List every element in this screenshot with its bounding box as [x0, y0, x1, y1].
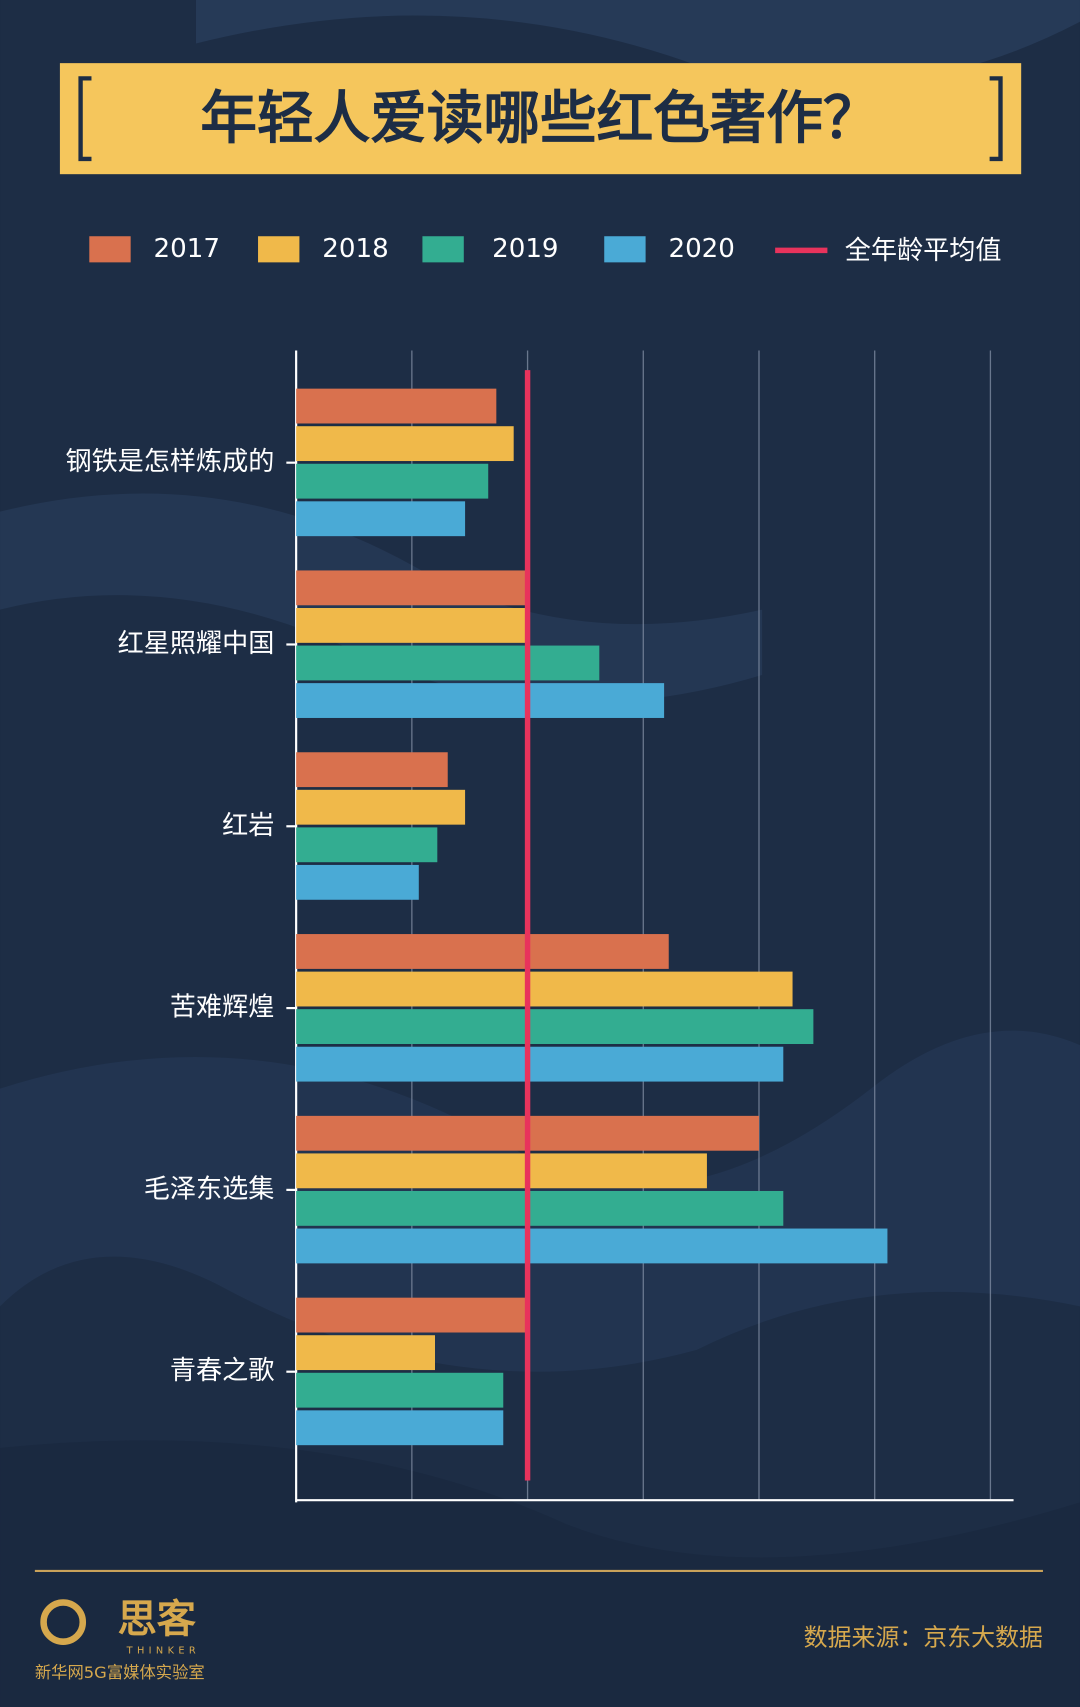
logo-mark: [40, 1599, 87, 1645]
bar: [296, 1297, 526, 1333]
y-tick-label: 苦难辉煌: [170, 993, 274, 1023]
y-tick-label: 红岩: [222, 811, 274, 841]
y-tick-label: 青春之歌: [170, 1356, 274, 1386]
bar: [296, 1335, 435, 1371]
bar: [296, 426, 514, 462]
legend-label: 2019: [492, 234, 558, 264]
chart-title: 年轻人爱读哪些红色著作？: [200, 86, 879, 152]
legend-label: 2017: [154, 234, 220, 264]
logo: 思客: [118, 1598, 197, 1643]
org: 新华网5G富媒体实验室: [35, 1663, 205, 1682]
bar: [296, 570, 528, 606]
bar: [296, 608, 528, 643]
bar: [296, 971, 793, 1007]
bar: [296, 827, 438, 863]
legend-swatch: [89, 236, 131, 263]
legend-label: 全年龄平均值: [845, 236, 1002, 266]
bar: [296, 1372, 504, 1408]
bar: [296, 1410, 504, 1446]
y-tick-label: 钢铁是怎样炼成的: [65, 447, 274, 477]
bar: [296, 752, 448, 788]
bar: [296, 1190, 784, 1226]
bar: [296, 1153, 707, 1189]
bar: [296, 1228, 888, 1264]
bar: [296, 388, 497, 424]
source: 数据来源：京东大数据: [804, 1623, 1043, 1651]
logo-sub: THINKER: [126, 1645, 200, 1656]
bar: [296, 463, 489, 499]
y-tick-label: 红星照耀中国: [118, 629, 275, 659]
legend-label: 2020: [668, 234, 734, 264]
bar: [296, 645, 600, 681]
title-box: [59, 63, 1022, 175]
bar: [296, 1009, 814, 1045]
legend-swatch: [422, 236, 464, 263]
bar: [296, 683, 665, 718]
legend-label: 2018: [322, 234, 388, 264]
bar: [296, 864, 419, 900]
bar: [296, 1046, 784, 1082]
bar: [296, 789, 466, 825]
bg-wave: [0, 1440, 1080, 1707]
legend-swatch: [604, 236, 646, 263]
title-brackets: [78, 76, 1003, 162]
legend-swatch: [258, 236, 300, 263]
bar: [296, 934, 669, 969]
bar: [296, 501, 466, 537]
y-tick-label: 毛泽东选集: [144, 1174, 275, 1204]
